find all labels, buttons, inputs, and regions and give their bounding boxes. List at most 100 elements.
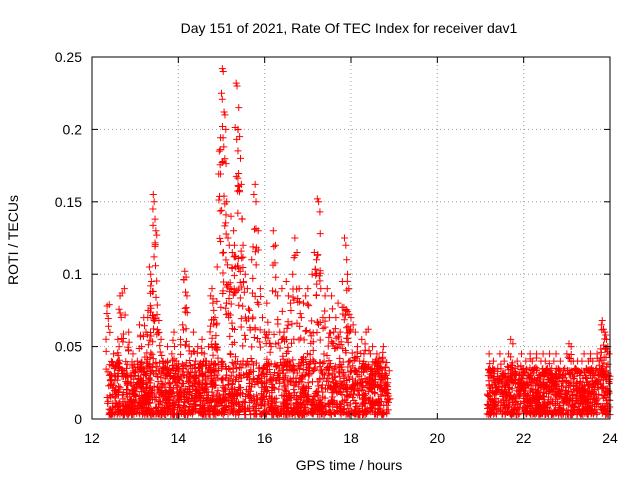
data-point (106, 328, 114, 336)
data-point (219, 123, 227, 131)
data-point (343, 256, 351, 264)
data-point (167, 384, 175, 392)
data-point (113, 410, 121, 418)
data-point (294, 395, 302, 403)
data-point (603, 400, 611, 408)
data-point (556, 366, 564, 374)
x-axis-label: GPS time / hours (296, 457, 403, 473)
data-point (217, 394, 225, 402)
data-point (349, 362, 357, 370)
data-point (525, 381, 533, 389)
data-point (563, 389, 571, 397)
data-point (151, 396, 159, 404)
data-point (202, 361, 210, 369)
data-point (374, 399, 382, 407)
data-point (287, 306, 295, 314)
data-point (268, 411, 276, 419)
data-point (110, 350, 118, 358)
data-point (182, 273, 190, 281)
data-point (240, 288, 248, 296)
data-point (275, 408, 283, 416)
data-point (215, 147, 223, 155)
data-point (385, 367, 393, 375)
data-point (379, 348, 387, 356)
data-point (590, 370, 598, 378)
data-point (236, 294, 244, 302)
data-point (132, 392, 140, 400)
data-point (125, 328, 133, 336)
data-point (314, 382, 322, 390)
data-point (355, 365, 363, 373)
data-point (334, 299, 342, 307)
data-point (377, 364, 385, 372)
data-point (152, 262, 160, 270)
data-point (330, 410, 338, 418)
data-point (142, 328, 150, 336)
data-point (129, 411, 137, 419)
data-point (126, 396, 134, 404)
data-point (599, 376, 607, 384)
data-point (278, 405, 286, 413)
data-point (328, 384, 336, 392)
data-point (102, 335, 110, 343)
data-point (571, 364, 579, 372)
data-point (595, 357, 603, 365)
data-point (246, 326, 254, 334)
data-point (513, 405, 521, 413)
data-point (367, 385, 375, 393)
data-point (342, 241, 350, 249)
data-point (117, 313, 125, 321)
data-point (573, 410, 581, 418)
x-tick-label: 22 (516, 430, 532, 446)
data-point (177, 386, 185, 394)
data-point (384, 396, 392, 404)
data-point (314, 251, 322, 259)
data-point (239, 302, 247, 310)
data-point (241, 335, 249, 343)
data-point (313, 280, 321, 288)
data-point (336, 354, 344, 362)
data-point (513, 357, 521, 365)
y-tick-label: 0.05 (55, 339, 82, 355)
data-point (218, 206, 226, 214)
data-point (587, 350, 595, 358)
data-point (343, 334, 351, 342)
data-point (291, 234, 299, 242)
data-point (310, 396, 318, 404)
data-point (234, 209, 242, 217)
data-point (605, 379, 613, 387)
data-point (296, 400, 304, 408)
data-point (297, 409, 305, 417)
data-point (365, 347, 373, 355)
data-point (493, 384, 501, 392)
data-point (605, 350, 613, 358)
data-point (551, 401, 559, 409)
data-point (355, 372, 363, 380)
data-point (192, 400, 200, 408)
data-point (527, 407, 535, 415)
axis-ticks: 12 14 16 18 20 22 24 0 0.05 0.1 0.15 0.2 0.25 (55, 49, 618, 446)
data-point (149, 221, 157, 229)
data-point (120, 409, 128, 417)
data-point (231, 263, 239, 271)
data-point (122, 408, 130, 416)
data-point (199, 405, 207, 413)
data-point (551, 370, 559, 378)
data-point (143, 383, 151, 391)
data-point (238, 254, 246, 262)
data-point (231, 288, 239, 296)
data-point (156, 348, 164, 356)
data-point (189, 328, 197, 336)
data-point (141, 370, 149, 378)
data-point (220, 192, 228, 200)
data-point (160, 404, 168, 412)
data-point (374, 409, 382, 417)
data-point (272, 288, 280, 296)
data-point (511, 371, 519, 379)
data-point (145, 263, 153, 271)
data-point (228, 264, 236, 272)
data-point (320, 350, 328, 358)
data-point (230, 338, 238, 346)
data-point (290, 382, 298, 390)
